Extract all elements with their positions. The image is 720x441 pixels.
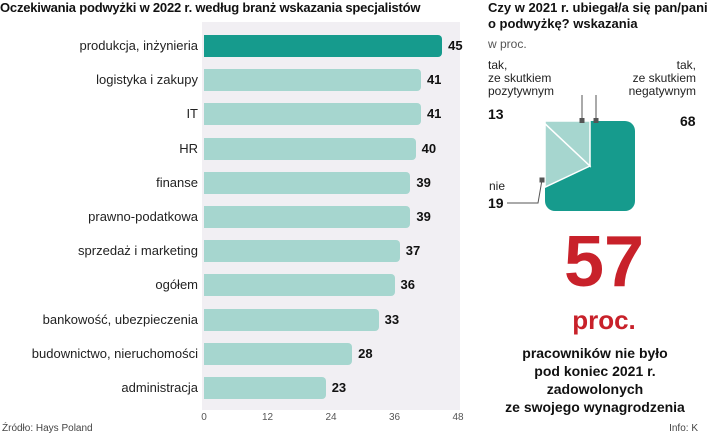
bar <box>204 342 353 365</box>
bar-row: sprzedaż i marketing 37 <box>0 239 470 263</box>
leader-marker-positive <box>579 118 585 123</box>
bar-value-label: 23 <box>331 380 347 395</box>
bar-category-label: ogółem <box>155 277 198 293</box>
bar-category-label: administracja <box>121 380 198 395</box>
bar-value-label: 41 <box>426 106 442 122</box>
pie-value-negative: 68 <box>680 113 696 129</box>
x-tick-label: 48 <box>452 412 464 423</box>
pie-chart-unit: w proc. <box>488 37 527 51</box>
highlight-number: 57 <box>563 222 645 302</box>
x-tick-label: 24 <box>325 412 337 423</box>
leader-marker-negative <box>593 118 599 123</box>
bar-row: ogółem 36 <box>0 273 470 297</box>
pie-chart <box>507 95 635 211</box>
bar-category-label: IT <box>186 106 198 122</box>
bar-row: produkcja, inżynieria 45 <box>0 34 470 58</box>
bar-category-label: finanse <box>156 174 198 190</box>
bar-row: HR 40 <box>0 137 470 161</box>
bar-row: prawno-podatkowa 39 <box>0 205 470 229</box>
bar-value-label: 45 <box>448 38 463 53</box>
bar-row: bankowość, ubezpieczenia 33 <box>0 308 470 332</box>
bar-value-label: 41 <box>426 72 442 88</box>
bar-category-label: budownictwo, nieruchomości <box>31 345 198 361</box>
pie-slice-positive <box>544 120 591 168</box>
highlight-unit: proc. <box>572 305 636 335</box>
pie-value-positive: 13 <box>488 106 504 122</box>
bar <box>204 137 416 160</box>
bar-row: logistyka i zakupy 41 <box>0 68 470 92</box>
pie-label-positive: tak, ze skutkiem pozytywnym <box>488 58 555 98</box>
bar-category-label: bankowość, ubezpieczenia <box>42 311 198 327</box>
source-note: Źródło: Hays Poland <box>2 423 93 434</box>
bar-value-label: 39 <box>416 174 431 190</box>
bar-row: finanse 39 <box>0 171 470 195</box>
pie-chart-title: Czy w 2021 r. ubiegał/a się pan/pani o p… <box>488 0 708 31</box>
pie-label-no: nie <box>489 179 506 193</box>
pie-label-negative: tak, ze skutkiem negatywnym <box>628 58 696 98</box>
credit-note: Info: K <box>669 423 698 434</box>
bar <box>204 308 379 331</box>
bar-value-label: 40 <box>421 140 437 156</box>
highlight-caption: pracowników nie było pod koniec 2021 r. … <box>505 345 685 415</box>
bar-value-label: 39 <box>416 209 431 224</box>
bar <box>204 206 411 228</box>
bar <box>204 69 421 92</box>
x-tick-label: 0 <box>201 412 207 423</box>
bar-value-label: 33 <box>384 311 400 327</box>
bar-row: budownictwo, nieruchomości 28 <box>0 342 470 366</box>
bar <box>204 35 443 57</box>
bar <box>204 377 326 399</box>
leader-line-no <box>507 179 543 204</box>
bar-category-label: prawno-podatkowa <box>88 209 198 224</box>
bar-value-label: 28 <box>358 345 373 361</box>
x-tick-label: 12 <box>261 412 274 423</box>
bar <box>204 240 400 263</box>
bar <box>204 274 395 297</box>
bar-value-label: 36 <box>400 277 415 293</box>
bar-category-label: produkcja, inżynieria <box>79 38 198 53</box>
bar <box>204 171 411 194</box>
leader-marker-no <box>539 177 545 183</box>
x-tick-label: 36 <box>388 412 401 423</box>
bar-category-label: logistyka i zakupy <box>96 72 198 88</box>
bar-category-label: HR <box>179 140 198 156</box>
bar-category-label: sprzedaż i marketing <box>78 243 198 259</box>
bar <box>204 103 421 126</box>
bar-chart-title: Oczekiwania podwyżki w 2022 r. według br… <box>0 0 421 15</box>
bar-row: administracja 23 <box>0 376 470 400</box>
bar-value-label: 37 <box>405 243 421 259</box>
pie-value-no: 19 <box>488 195 504 211</box>
bar-row: IT 41 <box>0 102 470 126</box>
